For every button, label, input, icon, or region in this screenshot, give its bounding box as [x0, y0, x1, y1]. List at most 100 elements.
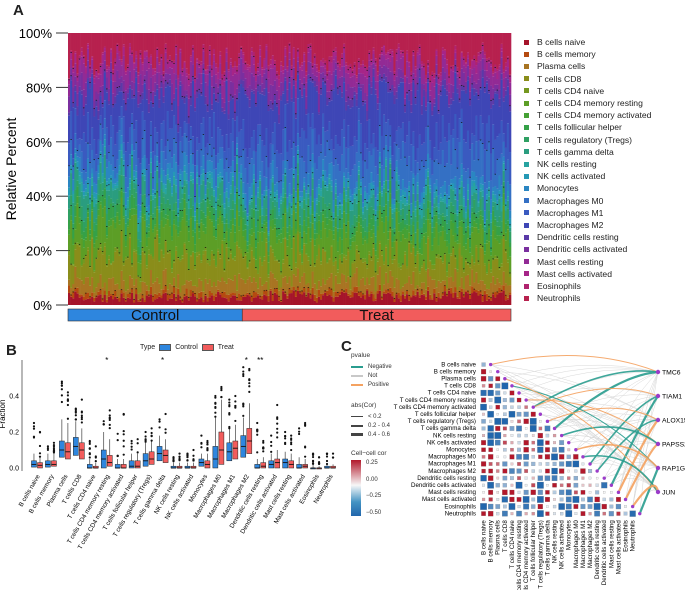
- stacked-bar-segment: [315, 259, 319, 290]
- stacked-bar-segment: [193, 196, 197, 203]
- stacked-bar-segment: [112, 294, 115, 300]
- stacked-bar-segment: [416, 291, 419, 305]
- stacked-bar-segment: [99, 63, 102, 67]
- stacked-bar-segment: [298, 33, 302, 65]
- stacked-bar-segment: [353, 91, 356, 96]
- stacked-bar-segment: [229, 94, 233, 101]
- stacked-bar-segment: [458, 212, 461, 222]
- stacked-bar-segment: [420, 202, 424, 210]
- stacked-bar-segment: [380, 135, 384, 166]
- stacked-bar-segment: [393, 298, 396, 302]
- stacked-bar-segment: [183, 152, 186, 166]
- stacked-bar-segment: [267, 295, 270, 302]
- stacked-bar-segment: [93, 78, 96, 84]
- stacked-bar-segment: [374, 214, 377, 221]
- stacked-bar-segment: [471, 269, 474, 287]
- stacked-bar-segment: [200, 291, 203, 298]
- stacked-bar-segment: [233, 111, 237, 121]
- stacked-bar-segment: [324, 250, 327, 252]
- stacked-bar-segment: [135, 205, 138, 210]
- stacked-bar-segment: [99, 91, 102, 97]
- stacked-bar-segment: [223, 240, 226, 269]
- stacked-bar-segment: [443, 192, 447, 196]
- stacked-bar-segment: [416, 52, 419, 56]
- stacked-bar-segment: [303, 245, 306, 273]
- stacked-bar-segment: [130, 180, 134, 195]
- stacked-bar-segment: [393, 287, 396, 299]
- stacked-bar-segment: [166, 82, 170, 86]
- stacked-bar-segment: [164, 52, 167, 74]
- stacked-bar-segment: [185, 123, 188, 137]
- stacked-bar-segment: [445, 95, 449, 142]
- stacked-bar-segment: [91, 69, 94, 74]
- stacked-bar-segment: [80, 238, 83, 265]
- stacked-bar-segment: [233, 186, 237, 194]
- stacked-bar-segment: [280, 203, 283, 219]
- stacked-bar-segment: [326, 263, 329, 280]
- stacked-bar-segment: [322, 66, 325, 73]
- stacked-bar-segment: [252, 174, 256, 180]
- stacked-bar-segment: [145, 211, 149, 220]
- stacked-bar-segment: [387, 119, 390, 151]
- stacked-bar-segment: [193, 232, 197, 245]
- stacked-bar-segment: [370, 155, 373, 173]
- stacked-bar-segment: [151, 218, 155, 230]
- stacked-bar-segment: [332, 33, 335, 50]
- stacked-bar-segment: [422, 66, 426, 71]
- stacked-bar-segment: [263, 283, 266, 291]
- stacked-bar-segment: [435, 189, 438, 197]
- stacked-bar-segment: [298, 191, 302, 197]
- stacked-bar-segment: [118, 289, 121, 299]
- stacked-bar-segment: [361, 33, 365, 61]
- stacked-bar-segment: [284, 33, 287, 47]
- stacked-bar-segment: [410, 235, 413, 241]
- stacked-bar-segment: [479, 290, 482, 294]
- stacked-bar-segment: [170, 224, 174, 237]
- stacked-bar-segment: [105, 33, 109, 66]
- stacked-bar-segment: [429, 75, 432, 81]
- stacked-bar-segment: [179, 180, 182, 187]
- stacked-bar-segment: [408, 204, 411, 210]
- stacked-bar-segment: [389, 293, 392, 305]
- stacked-bar-segment: [332, 234, 335, 240]
- stacked-bar-segment: [311, 214, 314, 224]
- stacked-bar-segment: [420, 83, 424, 106]
- stacked-bar-segment: [280, 301, 283, 305]
- stacked-bar-segment: [265, 195, 268, 209]
- stacked-bar-segment: [284, 48, 287, 57]
- stacked-bar-segment: [372, 188, 375, 195]
- stacked-bar-segment: [68, 112, 71, 116]
- stacked-bar-segment: [135, 214, 138, 251]
- stacked-bar-segment: [351, 201, 354, 204]
- stacked-bar-segment: [343, 254, 346, 258]
- stacked-bar-segment: [189, 197, 193, 209]
- stacked-bar-segment: [210, 109, 214, 138]
- stacked-bar-segment: [118, 165, 121, 171]
- stacked-bar-segment: [433, 78, 436, 87]
- stacked-bar-segment: [95, 287, 98, 296]
- stacked-bar-segment: [248, 71, 251, 86]
- stacked-bar-segment: [420, 144, 424, 161]
- stacked-bar-segment: [259, 85, 262, 94]
- stacked-bar-segment: [399, 159, 403, 190]
- stacked-bar-segment: [458, 77, 461, 80]
- stacked-bar-segment: [406, 200, 409, 204]
- stacked-bar-segment: [431, 110, 434, 116]
- stacked-bar-segment: [481, 295, 485, 302]
- stacked-bar-segment: [105, 69, 109, 72]
- stacked-bar-segment: [298, 282, 302, 292]
- stacked-bar-segment: [424, 194, 428, 209]
- stacked-bar-segment: [78, 297, 81, 305]
- stacked-bar-segment: [208, 265, 212, 280]
- stacked-bar-segment: [187, 219, 191, 227]
- stacked-bar-segment: [462, 65, 466, 73]
- stacked-bar-segment: [301, 208, 304, 226]
- stacked-bar-segment: [238, 192, 241, 196]
- stacked-bar-segment: [265, 281, 268, 290]
- stacked-bar-segment: [294, 197, 298, 204]
- stacked-bar-segment: [267, 105, 270, 112]
- stacked-bar-segment: [128, 71, 132, 86]
- stacked-bar-segment: [168, 60, 172, 68]
- stacked-bar-segment: [147, 213, 151, 217]
- stacked-bar-segment: [340, 218, 344, 229]
